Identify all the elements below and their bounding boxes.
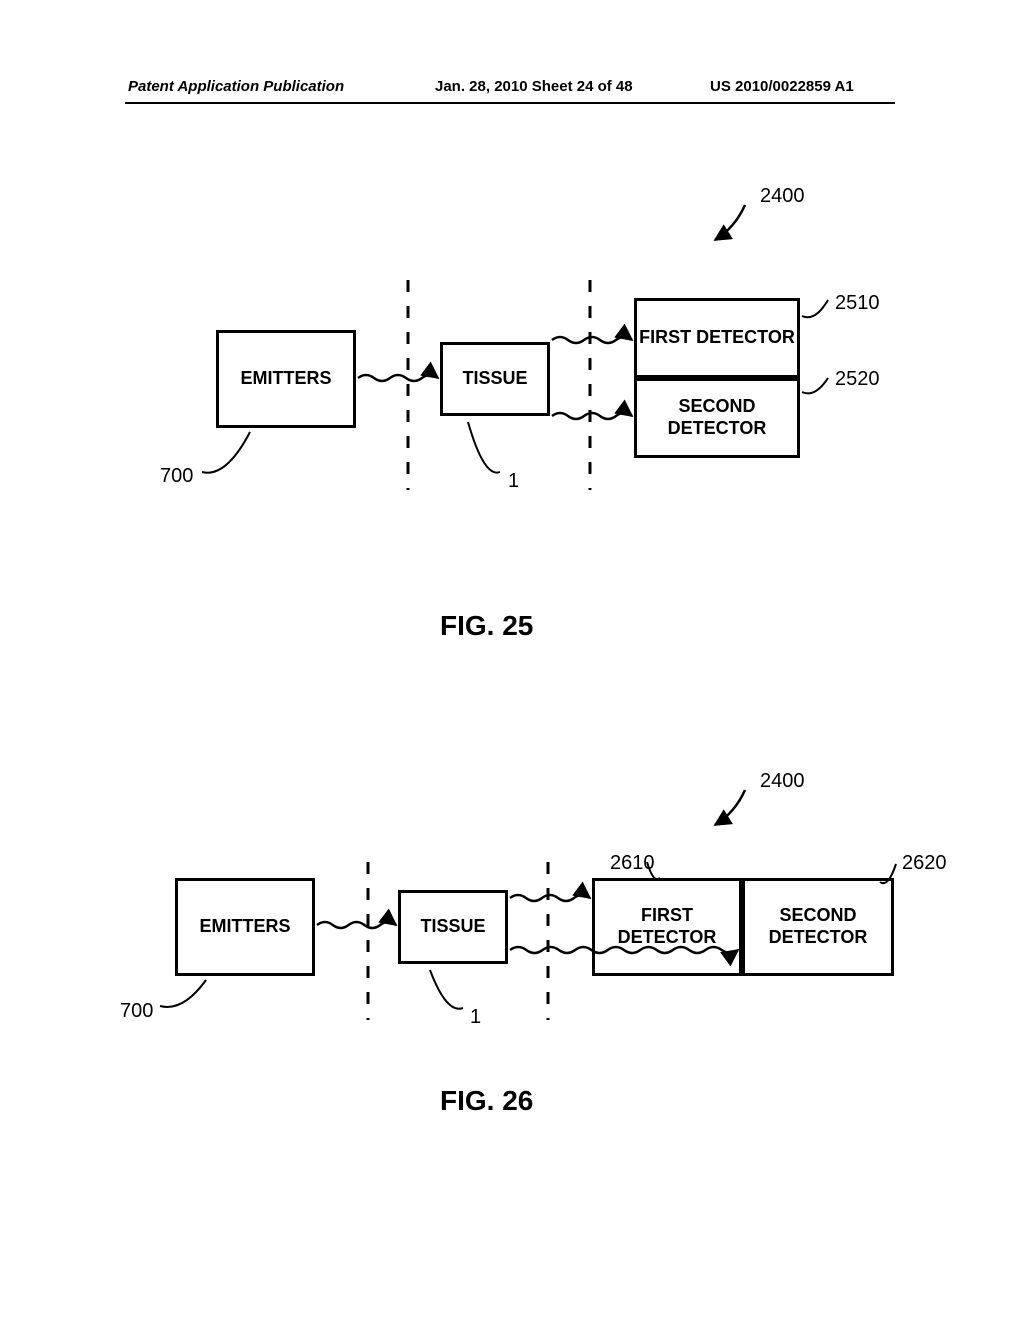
fig26-first-detector-box: FIRST DETECTOR <box>592 878 742 976</box>
fig25-tissue-box: TISSUE <box>440 342 550 416</box>
header-right: US 2010/0022859 A1 <box>710 78 854 95</box>
fig25-ref-2520: 2520 <box>835 368 880 391</box>
fig25-emitters-label: EMITTERS <box>240 368 331 390</box>
fig25-ref-1: 1 <box>508 470 519 493</box>
fig26-first-detector-label: FIRST DETECTOR <box>595 905 739 948</box>
fig26-ref-2610: 2610 <box>610 852 655 875</box>
fig25-first-detector-box: FIRST DETECTOR <box>634 298 800 378</box>
diagram-overlay <box>0 0 1024 1320</box>
fig25-ref-2400: 2400 <box>760 185 805 208</box>
fig25-caption: FIG. 25 <box>440 610 533 642</box>
fig25-second-detector-label: SECOND DETECTOR <box>637 396 797 439</box>
fig25-first-detector-label: FIRST DETECTOR <box>639 327 795 349</box>
fig26-tissue-label: TISSUE <box>420 916 485 938</box>
fig26-emitters-label: EMITTERS <box>199 916 290 938</box>
fig26-tissue-box: TISSUE <box>398 890 508 964</box>
fig26-ref-700: 700 <box>120 1000 153 1023</box>
fig25-tissue-label: TISSUE <box>462 368 527 390</box>
fig26-ref-1: 1 <box>470 1006 481 1029</box>
fig25-ref-700: 700 <box>160 465 193 488</box>
fig26-ref-2620: 2620 <box>902 852 947 875</box>
fig26-caption: FIG. 26 <box>440 1085 533 1117</box>
header-center: Jan. 28, 2010 Sheet 24 of 48 <box>435 78 633 95</box>
fig26-ref-2400: 2400 <box>760 770 805 793</box>
fig25-emitters-box: EMITTERS <box>216 330 356 428</box>
header-left: Patent Application Publication <box>128 78 344 95</box>
fig26-second-detector-label: SECOND DETECTOR <box>745 905 891 948</box>
fig25-ref-2510: 2510 <box>835 292 880 315</box>
fig25-second-detector-box: SECOND DETECTOR <box>634 378 800 458</box>
fig26-second-detector-box: SECOND DETECTOR <box>742 878 894 976</box>
header-rule <box>125 102 895 104</box>
fig26-emitters-box: EMITTERS <box>175 878 315 976</box>
